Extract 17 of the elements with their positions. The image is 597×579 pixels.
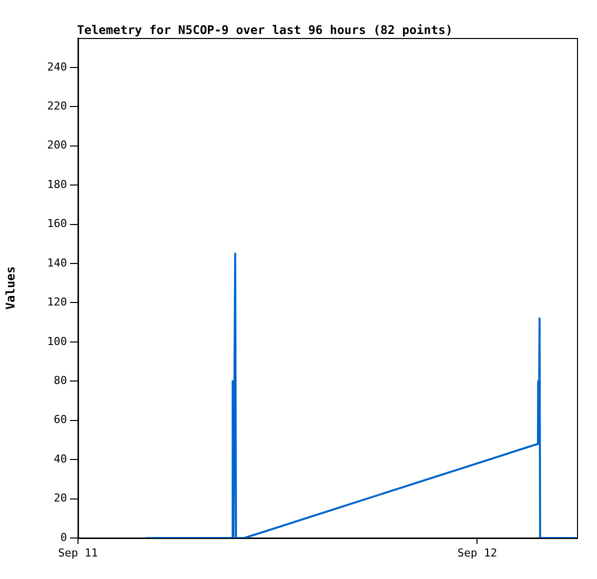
x-tick-label: Sep 11 xyxy=(58,546,98,560)
y-tick-label: 120 xyxy=(47,296,67,309)
y-tick-label: 60 xyxy=(54,413,67,426)
y-tick-label: 160 xyxy=(47,217,67,230)
y-tick-label: 80 xyxy=(54,374,67,387)
x-tick-label: Sep 12 xyxy=(457,546,498,560)
chart-title: Telemetry for N5COP-9 over last 96 hours (82 points) xyxy=(77,23,453,37)
y-tick-label: 20 xyxy=(54,492,67,505)
y-tick-label: 0 xyxy=(60,530,67,544)
y-tick-label: 200 xyxy=(47,138,67,152)
y-tick-label: 100 xyxy=(47,334,67,348)
y-tick-label: 40 xyxy=(54,452,67,466)
y-tick-label: 240 xyxy=(47,60,67,74)
y-axis-title: Values xyxy=(3,266,18,310)
y-tick-label: 180 xyxy=(47,178,67,191)
y-tick-label: 220 xyxy=(47,99,67,112)
y-tick-label: 140 xyxy=(47,256,67,270)
